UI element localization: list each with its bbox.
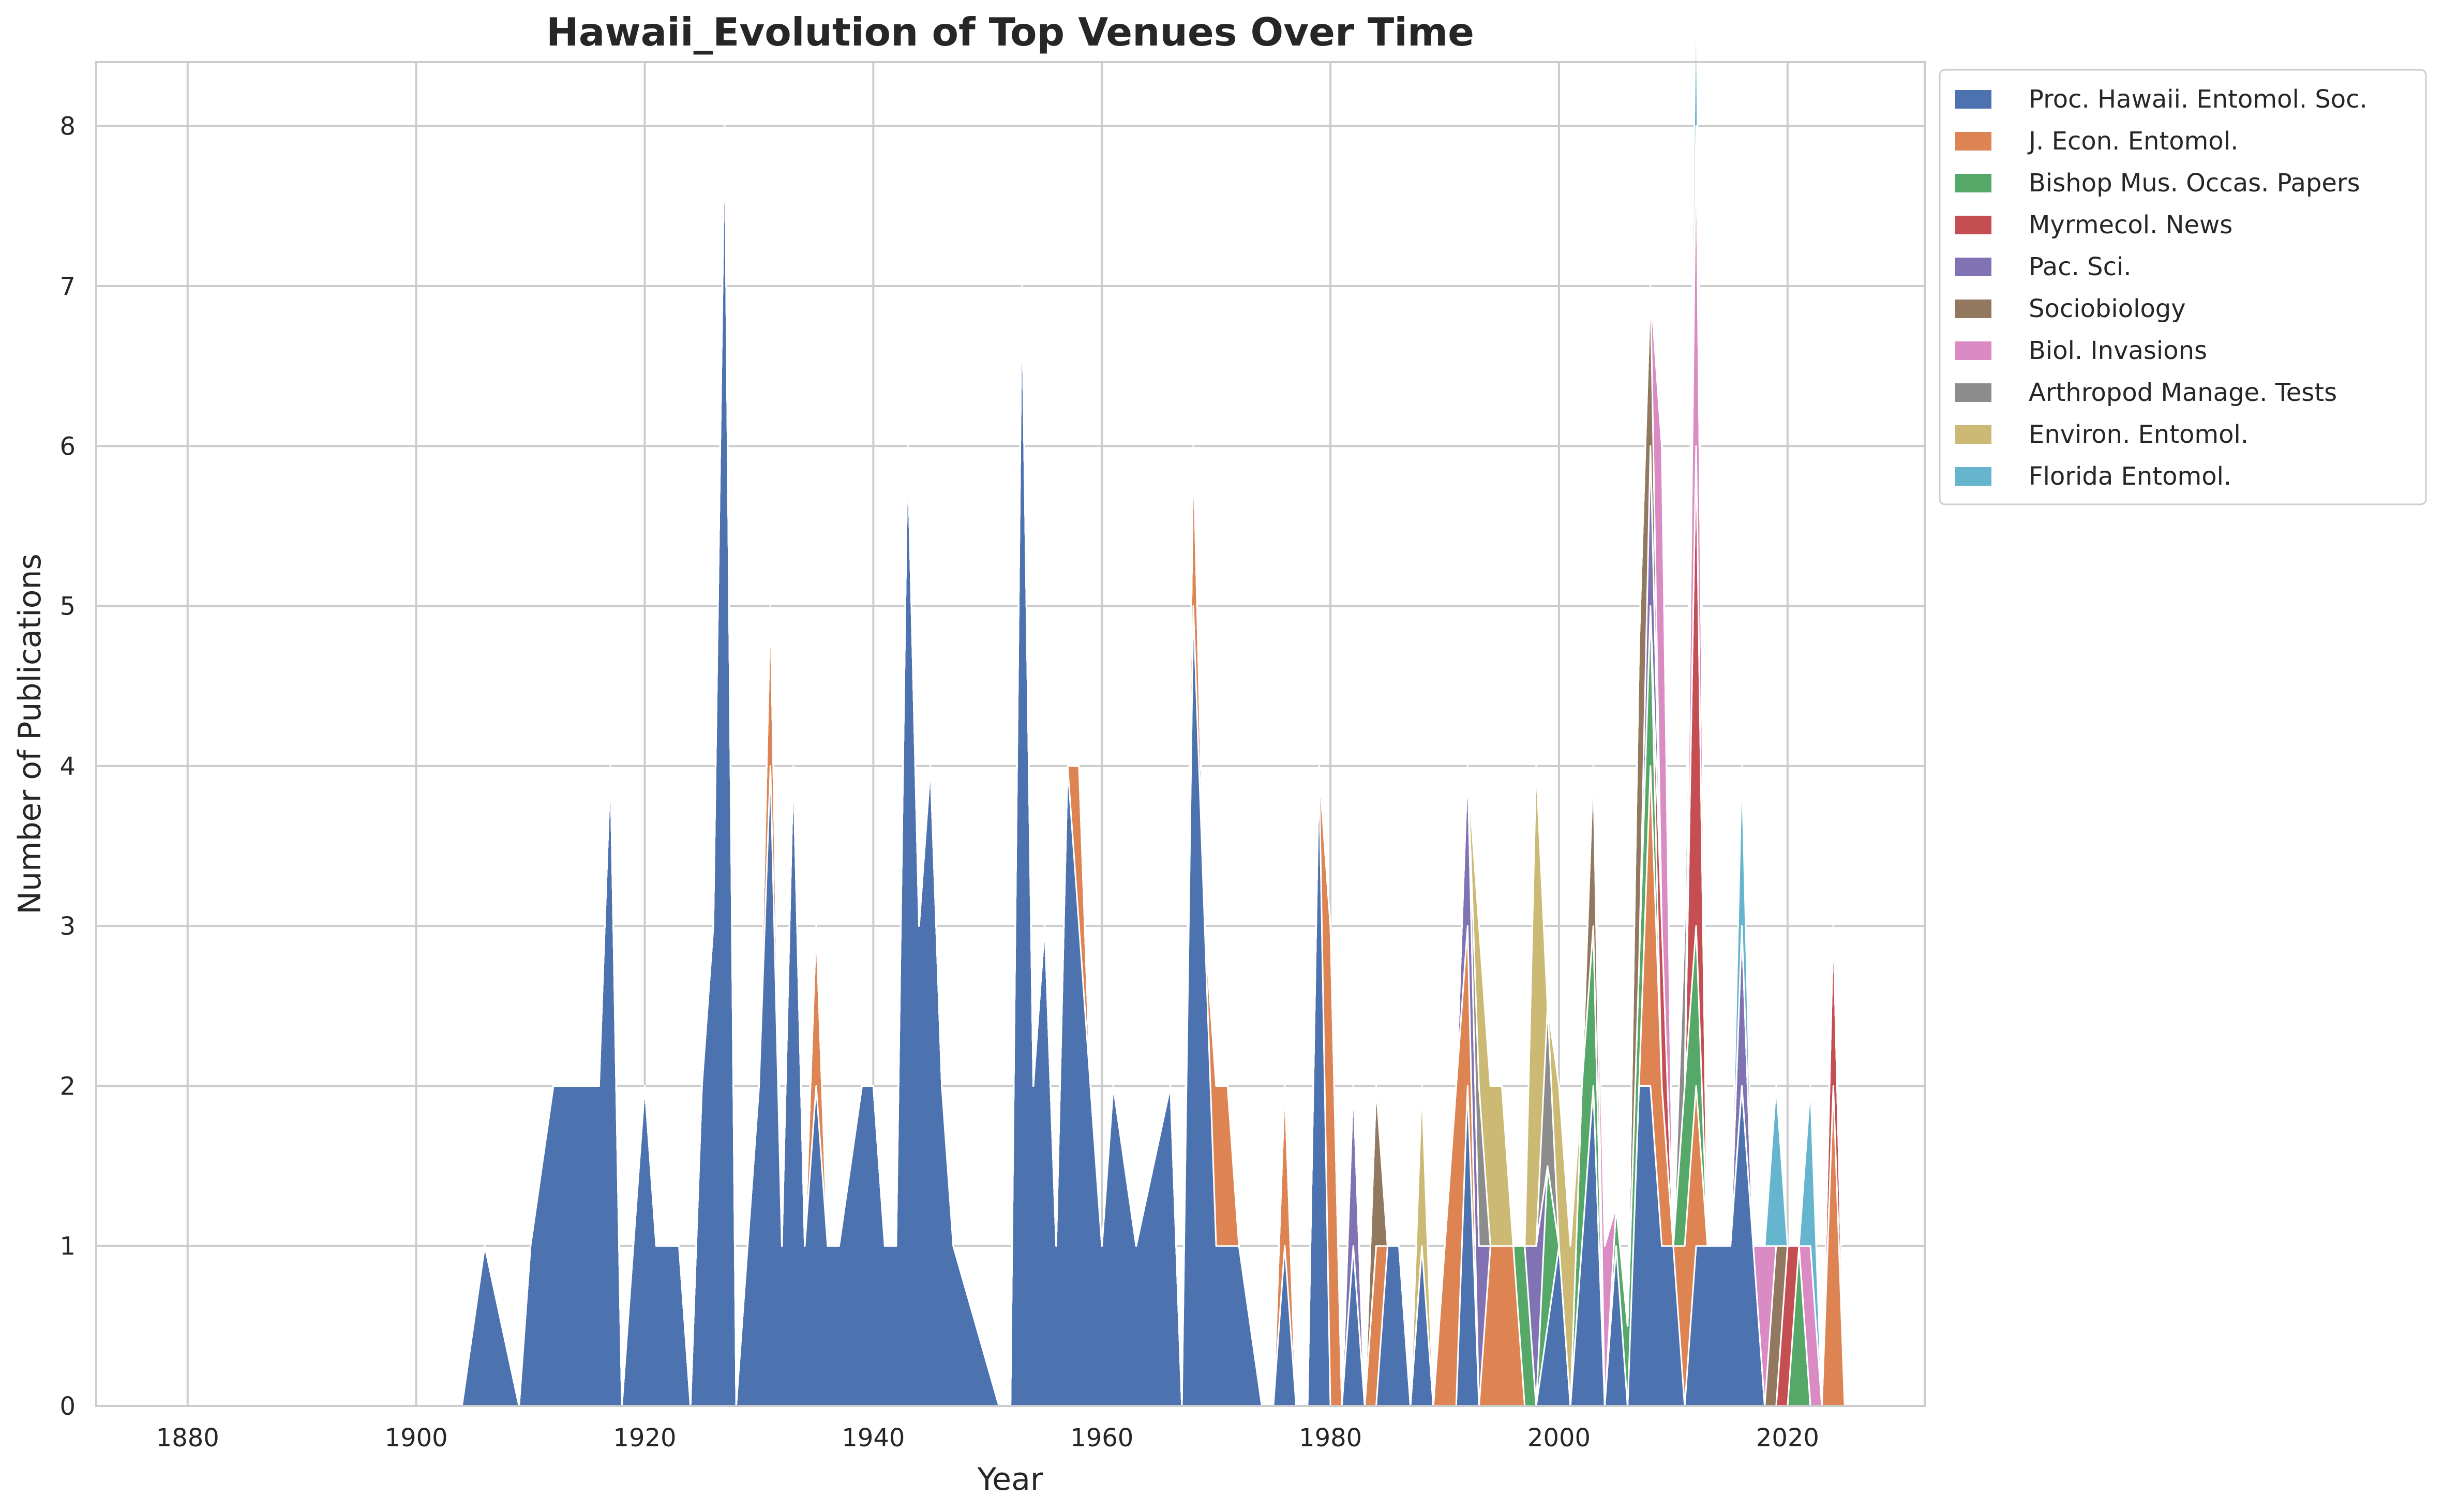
x-tick-label: 1920 xyxy=(613,1424,676,1453)
legend-swatch xyxy=(1955,341,1991,360)
legend-entry: J. Econ. Entomol. xyxy=(2027,127,2238,156)
y-tick-labels: 0 1 2 3 4 5 6 7 8 xyxy=(59,112,76,1421)
legend: Proc. Hawaii. Entomol. Soc. J. Econ. Ento… xyxy=(1939,69,2427,505)
legend-swatch xyxy=(1955,216,1991,234)
y-tick-label: 7 xyxy=(59,272,76,301)
legend-swatch xyxy=(1955,383,1991,402)
y-tick-label: 4 xyxy=(59,752,76,781)
y-tick-label: 8 xyxy=(59,112,76,141)
legend-swatch xyxy=(1955,174,1991,192)
legend-swatch xyxy=(1955,300,1991,318)
legend-entry: Environ. Entomol. xyxy=(2029,420,2249,449)
x-tick-label: 1880 xyxy=(156,1424,219,1453)
legend-entry: Sociobiology xyxy=(2029,294,2186,323)
legend-entry: Biol. Invasions xyxy=(2029,336,2207,365)
y-tick-label: 0 xyxy=(59,1392,76,1421)
legend-entry: Florida Entomol. xyxy=(2029,462,2231,491)
legend-entry: Bishop Mus. Occas. Papers xyxy=(2029,169,2360,198)
x-tick-label: 2000 xyxy=(1527,1424,1591,1453)
x-tick-labels: 1880 1900 1920 1940 1960 1980 2000 2020 xyxy=(156,1424,1819,1453)
legend-swatch xyxy=(1955,258,1991,276)
x-tick-label: 1980 xyxy=(1299,1424,1362,1453)
y-tick-label: 1 xyxy=(59,1232,76,1261)
y-tick-label: 6 xyxy=(59,432,76,461)
x-tick-label: 1900 xyxy=(385,1424,448,1453)
y-axis-label: Number of Publications xyxy=(12,553,48,915)
y-tick-label: 5 xyxy=(59,592,76,621)
x-axis-label: Year xyxy=(977,1461,1043,1498)
legend-entry: Pac. Sci. xyxy=(2029,252,2132,281)
legend-entry: Myrmecol. News xyxy=(2029,211,2232,239)
legend-swatch xyxy=(1955,467,1991,486)
legend-swatch xyxy=(1955,132,1991,151)
legend-swatch xyxy=(1955,425,1991,444)
x-tick-label: 1960 xyxy=(1070,1424,1133,1453)
y-tick-label: 3 xyxy=(59,912,76,941)
x-tick-label: 2020 xyxy=(1756,1424,1819,1453)
chart-title: Hawaii_Evolution of Top Venues Over Time xyxy=(546,9,1474,55)
x-tick-label: 1940 xyxy=(842,1424,905,1453)
legend-swatch xyxy=(1955,90,1991,109)
plot-frame xyxy=(95,61,1926,1407)
legend-entry: Arthropod Manage. Tests xyxy=(2029,378,2337,407)
legend-box xyxy=(1939,69,2427,505)
legend-entry: Proc. Hawaii. Entomol. Soc. xyxy=(2029,85,2367,114)
y-tick-label: 2 xyxy=(59,1072,76,1101)
